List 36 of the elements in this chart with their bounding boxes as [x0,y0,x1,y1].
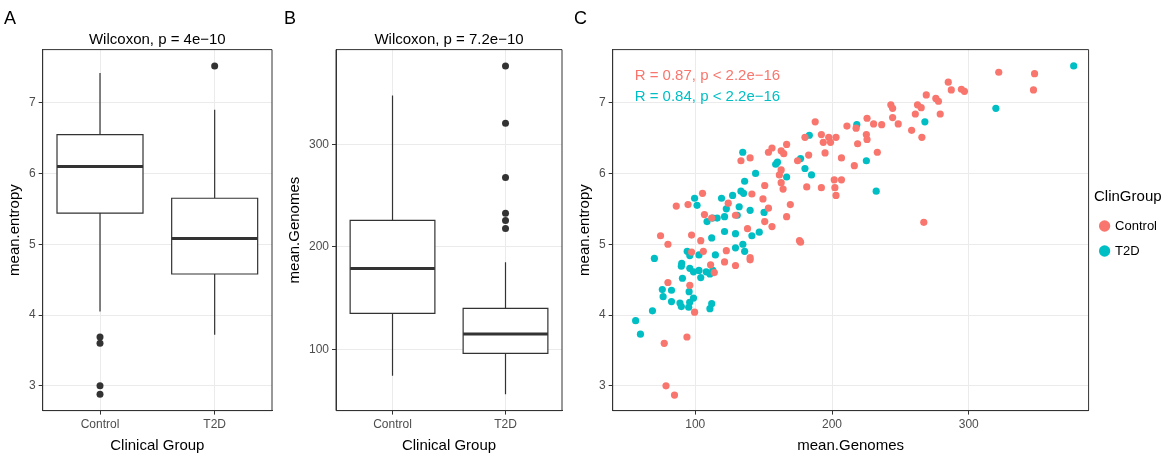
x-axis-title: Clinical Group [110,436,205,454]
annotation: R = 0.87, p < 2.2e−16 [634,65,781,83]
x-tick-label: T2D [203,417,227,432]
y-tick-label: 4 [28,307,36,322]
text: Wilcoxon, p = 7.2e−10 [374,29,524,47]
y-tick-label: 300 [308,137,330,152]
y-tick-label: 7 [28,95,36,109]
annotation: R = 0.84, p < 2.2e−16 [634,86,781,104]
legend-label: Control [1115,217,1158,233]
x-axis-title: Clinical Group [401,436,497,454]
x-tick-label: 300 [958,417,980,432]
text: Wilcoxon, p = 4e−10 [88,29,226,47]
chart-title: B [284,7,297,28]
y-tick-label: 7 [598,95,606,109]
y-tick-label: 3 [28,378,36,393]
y-tick-label: 200 [308,239,330,254]
chart-title: C [574,7,587,28]
y-axis-title: mean.entropy [5,183,23,276]
x-tick-label: Control [80,417,120,432]
x-tick-label: 200 [822,417,843,432]
y-tick-label: 5 [598,236,606,251]
y-tick-label: 5 [28,236,36,251]
y-axis-title: mean.Genomes [285,176,303,284]
y-tick-label: 100 [308,341,330,356]
y-tick-label: 3 [598,378,606,393]
y-tick-label: 6 [598,165,606,180]
legend-label: T2D [1115,242,1140,258]
x-tick-label: Control [373,417,412,432]
legend-title: ClinGroup [1094,187,1162,205]
y-axis-title: mean.entropy [575,183,593,276]
x-tick-label: 100 [685,417,706,432]
x-axis-title: mean.Genomes [797,436,904,454]
chart-title: A [4,7,17,28]
x-tick-label: T2D [494,417,518,432]
y-tick-label: 6 [28,165,36,180]
y-tick-label: 4 [598,307,606,322]
